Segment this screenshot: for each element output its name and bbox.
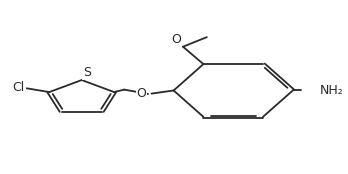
- Text: O: O: [136, 87, 147, 100]
- Text: O: O: [172, 33, 181, 46]
- Text: NH₂: NH₂: [320, 84, 344, 97]
- Text: Cl: Cl: [13, 81, 25, 94]
- Text: S: S: [84, 66, 92, 79]
